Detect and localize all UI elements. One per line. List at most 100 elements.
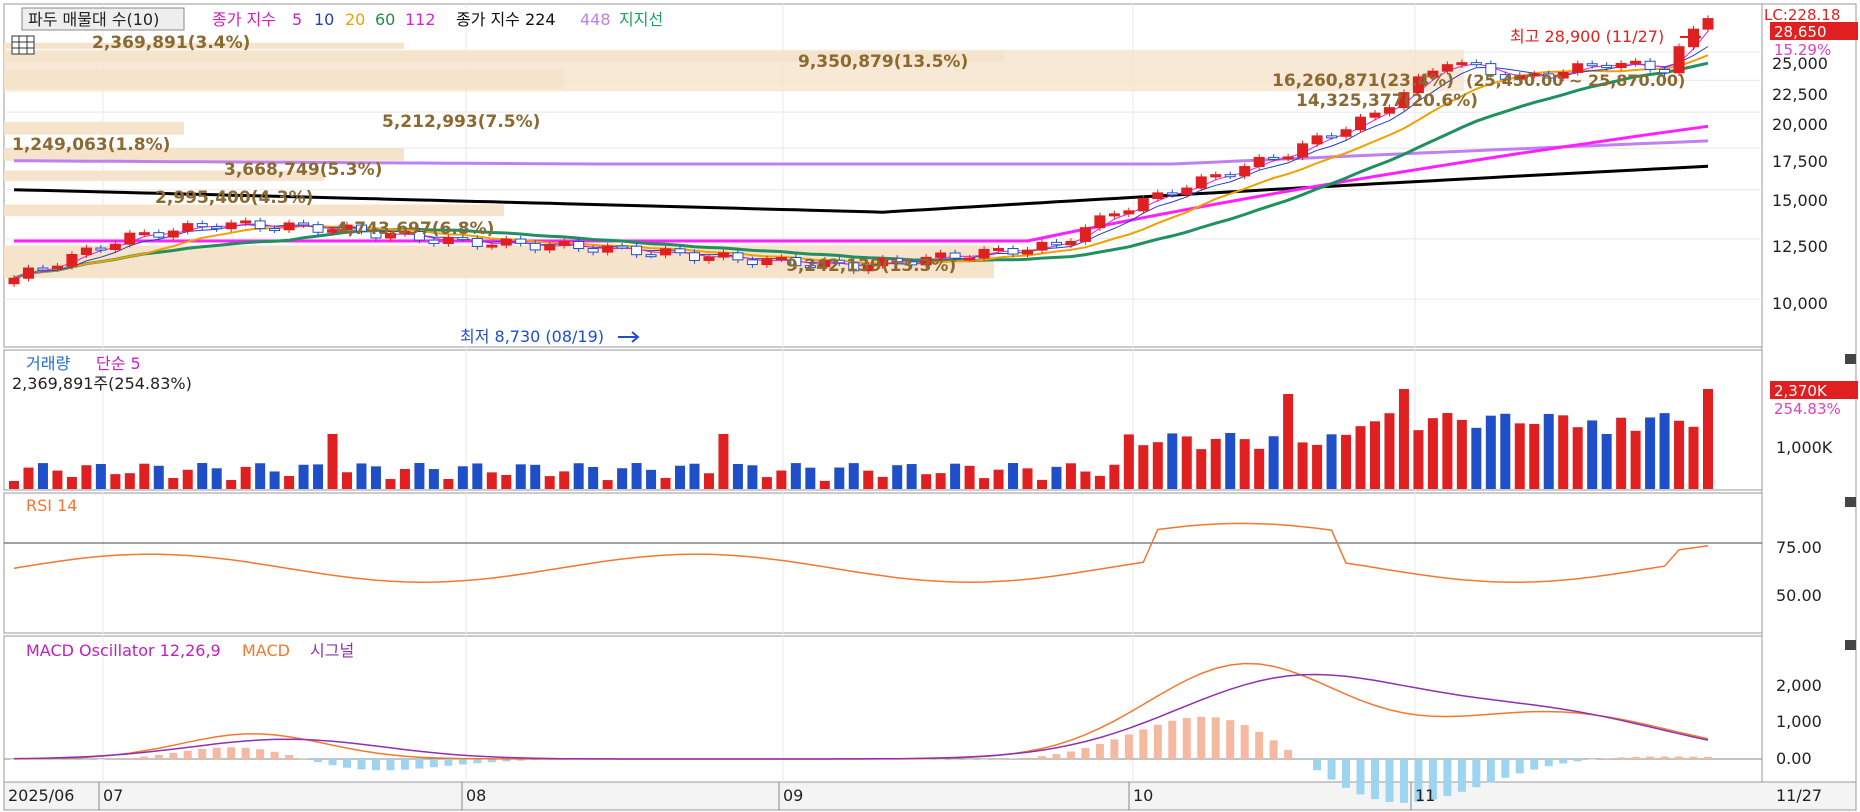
candle-body <box>196 223 208 228</box>
volume-ma-label: 단순 5 <box>96 354 141 373</box>
macd-osc-bar <box>1124 734 1133 759</box>
candle-body <box>1659 68 1671 74</box>
volume-bar <box>1341 434 1352 489</box>
macd-osc-bar <box>1588 759 1597 760</box>
candle-body <box>790 257 802 267</box>
candle-body <box>1355 116 1367 131</box>
candle-body <box>964 257 976 261</box>
rsi-close-button[interactable] <box>1845 497 1856 507</box>
candle-body <box>298 222 310 226</box>
volume-bar <box>1413 430 1424 489</box>
volume-bar <box>1572 427 1583 489</box>
volume-bar <box>399 468 410 489</box>
volume-bar <box>139 463 150 489</box>
volume-bar <box>1558 415 1569 489</box>
volume-bar <box>1645 417 1656 489</box>
volume-bar <box>1326 434 1337 489</box>
support-legend: 지지선 <box>619 10 663 29</box>
macd-signal-title: 시그널 <box>310 641 354 660</box>
macd-osc-bar <box>386 759 395 771</box>
macd-osc-bar <box>1457 759 1466 792</box>
volume-bar <box>1254 448 1265 489</box>
macd-osc-bar <box>1356 759 1365 795</box>
rsi-panel <box>3 492 1763 634</box>
candle-body <box>1036 241 1048 251</box>
moving-averages <box>13 30 1709 280</box>
macd-close-button[interactable] <box>1845 640 1856 650</box>
table-icon[interactable] <box>11 35 35 55</box>
candle-body <box>515 238 527 244</box>
candle-body <box>8 277 20 285</box>
volume-bar <box>211 468 222 489</box>
macd-osc-bar <box>502 759 511 762</box>
candle-body <box>355 224 367 232</box>
candle-body <box>413 231 425 241</box>
volume-bar <box>1196 449 1207 489</box>
volume-bar <box>81 465 92 489</box>
volume-bar <box>457 466 468 489</box>
macd-osc-bar <box>1139 729 1148 759</box>
candle-body <box>833 259 845 264</box>
volume-bar <box>1369 421 1380 489</box>
volume-bar <box>776 470 787 489</box>
candle-body <box>167 230 179 238</box>
volume-bar <box>298 464 309 489</box>
candle-body <box>442 237 454 245</box>
ma-legend-448: 448 <box>580 10 611 29</box>
macd-osc-bar <box>1342 759 1351 788</box>
candle-body <box>1702 18 1714 30</box>
candle-body <box>631 245 643 256</box>
volume-bar <box>226 479 237 489</box>
macd-osc-bar <box>198 749 207 759</box>
volume-bar <box>1167 433 1178 489</box>
last-price: 28,650 <box>1774 23 1827 41</box>
macd-osc-bar <box>1168 720 1177 759</box>
candle-body <box>1239 166 1251 177</box>
volume-bar <box>631 463 642 489</box>
time-axis-panel <box>3 781 1857 811</box>
volume-bar <box>385 479 396 489</box>
volume-bar <box>124 473 135 489</box>
candle-body <box>399 231 411 235</box>
volume-bar <box>501 475 512 489</box>
candle-body <box>1326 135 1338 139</box>
vp-label-5: 3,668,749(5.3%) <box>224 160 382 180</box>
x-label-09: 09 <box>783 786 803 805</box>
table-icon-grid <box>12 36 34 54</box>
candle-body <box>862 265 874 272</box>
volume-bar <box>1210 438 1221 489</box>
candle-body <box>775 257 787 261</box>
candle-body <box>1412 76 1424 94</box>
candle-body <box>544 244 556 251</box>
macd-osc-bar <box>1095 744 1104 759</box>
macd-osc-bar <box>1269 740 1278 759</box>
candle-body <box>1166 192 1178 196</box>
volume-bar <box>1268 436 1279 489</box>
indicator-button-label[interactable]: 파두 매물대 수(10) <box>28 10 159 29</box>
x-label-10: 10 <box>1133 786 1153 805</box>
indicator-button[interactable] <box>21 7 185 31</box>
candle-body <box>529 242 541 251</box>
macd-osc-bar <box>169 752 178 759</box>
macd-osc-bar <box>154 754 163 759</box>
volume-bar <box>37 463 48 489</box>
volume-close-button[interactable] <box>1845 354 1856 364</box>
macd-osc-bar <box>82 759 91 760</box>
volume-bar <box>1500 413 1511 489</box>
macd-osc-bar <box>1255 731 1264 759</box>
candle-body <box>746 259 758 266</box>
volume-bar <box>979 478 990 489</box>
volume-bar <box>95 464 106 489</box>
candle-body <box>1499 74 1511 80</box>
macd-osc-bar <box>1428 759 1437 800</box>
macd-osc-bar <box>1602 758 1611 759</box>
ma-legend-5: 5 <box>292 10 302 29</box>
candle-body <box>761 258 773 266</box>
volume-bar <box>602 480 613 489</box>
candle-body <box>182 223 194 232</box>
macd-osc-bar <box>1544 759 1553 767</box>
macd-osc-bar <box>1689 756 1698 759</box>
candle-body <box>558 240 570 246</box>
vp-band-4 <box>4 148 404 161</box>
candle-body <box>1572 63 1584 73</box>
